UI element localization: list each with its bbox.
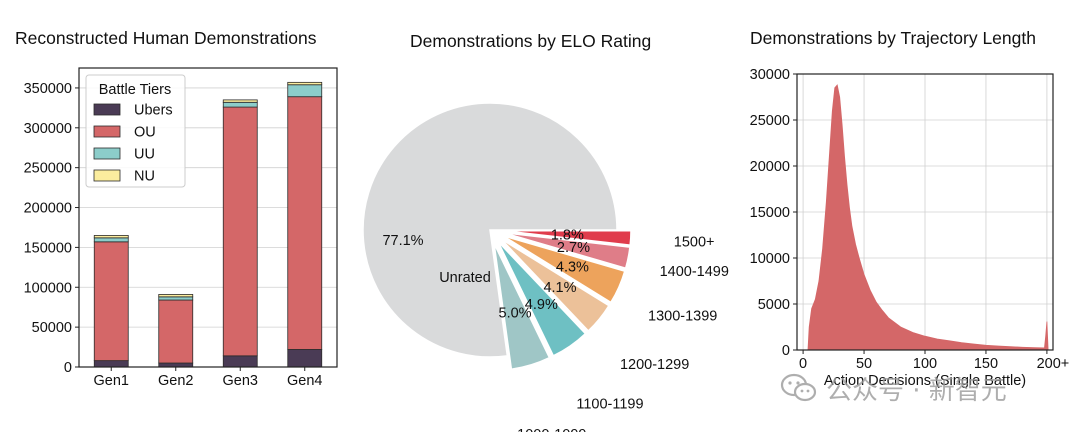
y-tick-label: 15000	[750, 205, 790, 221]
bar-segment-ou	[158, 299, 194, 364]
x-tick-label: 150	[974, 356, 998, 372]
bar-chart-title: Reconstructed Human Demonstrations	[15, 28, 317, 48]
bar-segment-uu	[222, 101, 258, 108]
x-axis-label: Action Decisions (Single Battle)	[824, 373, 1026, 389]
histogram-chart: 0 5000 10000 15000 20000 25000 30000 0 50 100 150 2…	[750, 67, 1070, 389]
legend-title: Battle Tiers	[99, 82, 172, 98]
y-tick-label: 20000	[750, 159, 790, 175]
y-tick-label: 0	[64, 360, 72, 376]
x-tick-label: 100	[913, 356, 937, 372]
bar-segment-ou	[287, 96, 323, 350]
x-tick-label: 0	[799, 356, 807, 372]
y-tick-label: 200000	[24, 201, 72, 217]
histogram-area	[807, 84, 1049, 351]
x-tick-label: Gen1	[94, 373, 129, 389]
pie-slice-1400-1499	[503, 232, 631, 270]
y-tick-label: 100000	[24, 280, 72, 296]
bar-segment-uu	[287, 84, 323, 98]
watermark: 公众号 · 新智元	[780, 368, 1070, 408]
y-tick-label: 250000	[24, 161, 72, 177]
pie-pct-label: 4.9%	[525, 297, 558, 313]
legend-label: UU	[134, 147, 155, 163]
pie-pct-label: 4.3%	[556, 260, 589, 276]
x-tick-label: Gen3	[223, 373, 258, 389]
bar-segment-nu	[158, 294, 194, 298]
pie-chart: 77.1% Unrated 5.0% 1000-1099 4.9% 1100-1199 4.…	[362, 102, 729, 437]
pie-pct-label: 5.0%	[499, 306, 532, 322]
bar-segment-ou	[93, 241, 129, 362]
legend-label: NU	[134, 169, 155, 185]
pie-slice-unrated	[362, 102, 618, 358]
bar-segment-nu	[93, 235, 129, 239]
pie-chart-title: Demonstrations by ELO Rating	[410, 31, 652, 51]
bar-chart: 0 50000 100000 150000 200000 250000 300000 3500…	[24, 67, 338, 389]
histogram-title: Demonstrations by Trajectory Length	[750, 28, 1036, 48]
x-tick-label: 200+	[1037, 356, 1070, 372]
y-tick-label: 300000	[24, 121, 72, 137]
pie-slice-label: 1500+	[674, 235, 715, 251]
pie-slice-label: 1200-1299	[620, 357, 689, 373]
bar-segment-ubers	[222, 355, 258, 368]
bar-segment-uu	[93, 237, 129, 243]
x-tick-label: 50	[856, 356, 872, 372]
y-tick-label: 0	[782, 343, 790, 359]
pie-slice-1200-1299	[500, 238, 610, 332]
wechat-icon	[780, 373, 817, 402]
pie-slice-1000-1099	[493, 243, 551, 371]
legend-label: OU	[134, 125, 156, 141]
y-tick-label: 10000	[750, 251, 790, 267]
bar-chart-panel: Reconstructed Human Demonstrations 0 5000…	[0, 0, 350, 432]
pie-slice-1100-1199	[497, 240, 587, 357]
pie-slice-label: 1400-1499	[660, 264, 729, 280]
legend-swatch-ou	[93, 125, 121, 138]
pie-pct-label: 4.1%	[543, 280, 576, 296]
bar-segment-ubers	[287, 349, 323, 368]
y-tick-label: 25000	[750, 113, 790, 129]
legend-swatch-nu	[93, 169, 121, 182]
pie-slice-label: 1000-1099	[517, 427, 586, 432]
pie-pct-label: 77.1%	[382, 233, 423, 249]
watermark-text: 公众号 · 新智元	[826, 375, 1007, 406]
bar-segment-uu	[158, 296, 194, 301]
bar-segment-ubers	[93, 360, 129, 368]
y-tick-label: 350000	[24, 81, 72, 97]
legend: Battle Tiers Ubers OU UU NU	[85, 74, 186, 188]
y-tick-label: 50000	[32, 320, 72, 336]
bar-segment-nu	[222, 99, 258, 103]
pie-pct-label: 1.8%	[551, 227, 584, 243]
legend-swatch-uu	[93, 147, 121, 160]
pie-slice-label: 1300-1399	[648, 309, 717, 325]
bar-segment-nu	[287, 81, 323, 86]
pie-slice-label: 1100-1199	[576, 396, 643, 412]
pie-chart-panel: Demonstrations by ELO Rating 77.1% Unrate…	[355, 0, 740, 437]
y-tick-label: 150000	[24, 240, 72, 256]
y-tick-label: 5000	[758, 297, 790, 313]
pie-slice-1500-	[503, 230, 632, 246]
legend-swatch-ubers	[93, 103, 121, 116]
x-tick-label: Gen4	[287, 373, 322, 389]
pie-pct-label: 2.7%	[557, 240, 590, 256]
y-tick-label: 30000	[750, 67, 790, 83]
pie-slice-1300-1399	[502, 234, 626, 304]
x-tick-label: Gen2	[158, 373, 193, 389]
pie-slice-label: Unrated	[439, 270, 491, 286]
plot-frame	[78, 67, 338, 368]
bar-segment-ou	[222, 106, 258, 357]
legend-label: Ubers	[134, 103, 173, 119]
plot-frame	[796, 73, 1054, 351]
histogram-panel: Demonstrations by Trajectory Length 0 500…	[735, 0, 1080, 432]
